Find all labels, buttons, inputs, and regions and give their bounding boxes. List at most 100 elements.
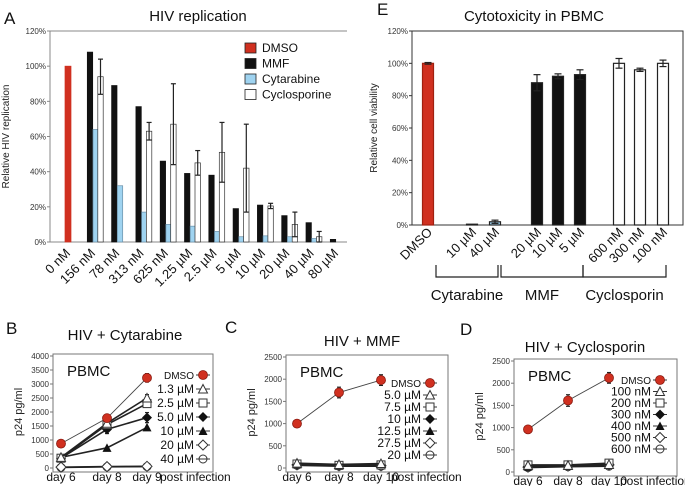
legend-label: 5.0 µM bbox=[384, 388, 421, 402]
open-diamond-marker-icon bbox=[654, 431, 666, 444]
legend-label: DMSO bbox=[391, 379, 421, 390]
y-tick-label: 1000 bbox=[264, 420, 282, 429]
panel-a-chart: A HIV replication 0% 20% 40% 60% 80% 100% 120% Re… bbox=[1, 8, 347, 290]
legend-swatch bbox=[244, 89, 257, 100]
y-tick-label: 2000 bbox=[31, 408, 49, 417]
y-axis-label: Relative cell viability bbox=[369, 83, 380, 172]
legend-label: 200 nM bbox=[611, 396, 651, 410]
y-tick-label: 2000 bbox=[492, 379, 510, 388]
filled-circle-red-marker-icon bbox=[334, 387, 344, 398]
bar-mmf bbox=[184, 173, 191, 243]
open-diamond-marker-icon bbox=[55, 461, 67, 473]
legend-label: 5.0 µM bbox=[157, 410, 194, 424]
y-tick-label: 40% bbox=[30, 168, 46, 177]
filled-circle-red-marker-icon bbox=[102, 413, 112, 424]
filled-diamond-marker-icon bbox=[655, 409, 665, 420]
y-tick-label: 100% bbox=[388, 59, 408, 68]
legend-label: 10 µM bbox=[160, 424, 194, 438]
y-tick-label: 20% bbox=[392, 189, 408, 198]
x-axis-label: post infection bbox=[391, 470, 462, 484]
y-tick-label: 0 bbox=[45, 464, 50, 473]
filled-circle-red-marker-icon bbox=[376, 375, 386, 385]
x-category-label: day 9 bbox=[132, 470, 162, 484]
group-bracket bbox=[582, 265, 667, 278]
filled-diamond-marker-icon bbox=[142, 412, 152, 423]
open-triangle-marker-icon bbox=[141, 392, 153, 403]
filled-triangle-marker-icon bbox=[102, 443, 112, 452]
legend-label: DMSO bbox=[262, 41, 298, 55]
y-tick-label: 0% bbox=[396, 221, 408, 230]
filled-triangle-marker-icon bbox=[655, 421, 665, 430]
x-axis-label: post infection bbox=[160, 470, 231, 484]
open-diamond-marker-icon bbox=[141, 460, 153, 473]
y-tick-label: 0% bbox=[34, 238, 46, 247]
filled-circle-red-marker-icon bbox=[142, 372, 152, 383]
y-axis-label: p24 pg/ml bbox=[474, 392, 486, 440]
filled-triangle-marker-icon bbox=[198, 426, 208, 435]
bar-cyclosporine bbox=[97, 76, 104, 243]
open-triangle-marker-icon bbox=[55, 451, 67, 462]
bar-mmf bbox=[305, 222, 312, 243]
y-tick-label: 0 bbox=[506, 468, 511, 477]
y-tick-label: 500 bbox=[269, 442, 283, 451]
group-bracket bbox=[500, 265, 584, 278]
open-diamond-marker-icon bbox=[197, 439, 209, 451]
x-category-label: day 8 bbox=[92, 470, 122, 484]
legend-swatch bbox=[244, 42, 257, 54]
y-tick-label: 4000 bbox=[31, 352, 49, 361]
y-tick-label: 2000 bbox=[264, 375, 282, 384]
bar bbox=[656, 62, 670, 226]
filled-circle-red-marker-icon bbox=[56, 438, 66, 449]
y-tick-label: 40% bbox=[392, 156, 408, 165]
open-diamond-marker-icon bbox=[101, 460, 113, 473]
legend-label: 400 nM bbox=[611, 419, 651, 433]
bar bbox=[612, 62, 626, 226]
x-category-label: day 10 bbox=[591, 474, 627, 486]
group-bracket bbox=[435, 265, 499, 278]
y-axis-label: Relative HIV replication bbox=[1, 85, 12, 189]
bar-mmf bbox=[329, 239, 337, 243]
group-label: Cyclosporin bbox=[585, 287, 663, 304]
bar-mmf bbox=[135, 106, 142, 243]
open-triangle-marker-icon bbox=[654, 385, 666, 396]
pbmc-annotation: PBMC bbox=[67, 363, 111, 380]
legend-label: 40 µM bbox=[160, 452, 194, 466]
bar bbox=[551, 75, 565, 226]
plot-frame bbox=[52, 353, 214, 473]
panel-letter: D bbox=[460, 320, 472, 339]
y-tick-label: 100% bbox=[26, 62, 46, 71]
y-tick-label: 500 bbox=[497, 446, 511, 455]
legend-label: 300 nM bbox=[611, 408, 651, 422]
x-category-label: day 10 bbox=[363, 470, 399, 484]
panel-c-chart: C HIV + MMF 0 500 1000 1500 2000 2500 p24 pg/ml P… bbox=[225, 318, 462, 484]
legend-label: 20 µM bbox=[160, 438, 194, 452]
open-square-marker-icon bbox=[425, 402, 435, 412]
legend-label: 600 nM bbox=[611, 442, 651, 456]
panel-e-chart: E Cytotoxicity in PBMC 0% 20% 40% 60% 80% 100% 1… bbox=[369, 0, 684, 304]
bar bbox=[530, 82, 544, 226]
panel-letter-a: A bbox=[4, 9, 16, 28]
legend-label: 500 nM bbox=[611, 431, 651, 445]
legend-label: MMF bbox=[262, 57, 289, 71]
y-tick-label: 60% bbox=[392, 124, 408, 133]
legend-label: 12.5 µM bbox=[377, 424, 421, 438]
bar-mmf bbox=[281, 215, 288, 243]
filled-circle-red-marker-icon bbox=[198, 370, 208, 380]
legend-label: 27.5 µM bbox=[377, 436, 421, 450]
open-triangle-marker-icon bbox=[291, 457, 303, 468]
filled-circle-red-marker-icon bbox=[425, 378, 435, 388]
bar-mmf bbox=[232, 208, 239, 243]
chart-title: HIV + MMF bbox=[324, 333, 400, 350]
filled-triangle-marker-icon bbox=[425, 426, 435, 435]
x-category-label: day 8 bbox=[324, 470, 354, 484]
legend-label: 1.3 µM bbox=[157, 382, 194, 396]
x-category-label: day 6 bbox=[46, 470, 76, 484]
chart-title: Cytotoxicity in PBMC bbox=[464, 8, 604, 25]
chart-title: HIV + Cytarabine bbox=[68, 327, 183, 344]
y-tick-label: 1000 bbox=[31, 436, 49, 445]
bar bbox=[465, 223, 479, 226]
bar-mmf bbox=[86, 51, 94, 243]
bar bbox=[633, 69, 647, 226]
bar bbox=[421, 62, 435, 226]
legend-label: DMSO bbox=[621, 376, 651, 387]
